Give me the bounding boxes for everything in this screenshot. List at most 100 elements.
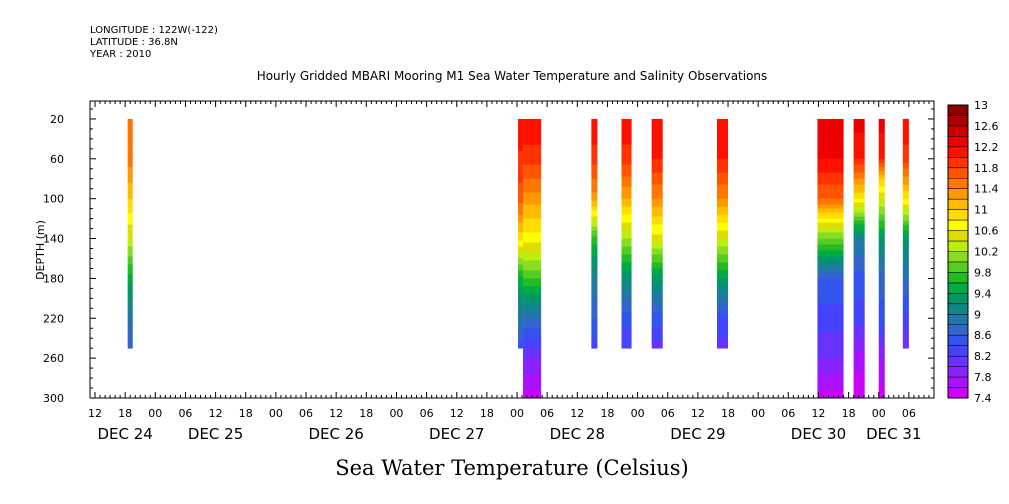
- data-cell: [716, 240, 729, 243]
- data-cell: [127, 120, 133, 124]
- colorbar-swatch: [948, 115, 968, 127]
- data-cell: [523, 222, 542, 225]
- data-cell: [518, 144, 524, 148]
- data-cell: [591, 122, 598, 126]
- data-cell: [651, 204, 663, 208]
- data-cell: [523, 296, 542, 299]
- data-cell: [651, 292, 663, 295]
- data-cell: [878, 332, 885, 335]
- data-cell: [902, 282, 909, 285]
- data-cell: [902, 338, 909, 341]
- data-cell: [716, 194, 729, 198]
- data-cell: [716, 164, 729, 168]
- data-cell: [716, 192, 729, 196]
- data-cell: [127, 162, 133, 166]
- data-cell: [716, 150, 729, 154]
- data-cell: [853, 204, 865, 208]
- data-cell: [127, 146, 133, 150]
- data-cell: [716, 190, 729, 194]
- data-cell: [878, 280, 885, 283]
- data-cell: [523, 324, 542, 327]
- data-cell: [621, 200, 632, 204]
- data-cell: [591, 300, 598, 303]
- data-cell: [518, 296, 524, 299]
- data-cell: [651, 274, 663, 277]
- data-cell: [716, 120, 729, 124]
- data-cell: [716, 126, 729, 130]
- data-cell: [591, 284, 598, 287]
- data-cell: [518, 166, 524, 170]
- data-cell: [523, 308, 542, 311]
- data-cell: [817, 284, 844, 287]
- colorbar-swatch: [948, 366, 968, 378]
- data-cell: [853, 140, 865, 144]
- data-cell: [523, 330, 542, 333]
- data-cell: [878, 364, 885, 367]
- colorbar-swatch: [948, 251, 968, 263]
- data-cell: [878, 260, 885, 263]
- data-cell: [523, 332, 542, 335]
- data-cell: [518, 340, 524, 343]
- data-cell: [621, 296, 632, 299]
- data-cell: [591, 210, 598, 214]
- data-cell: [127, 312, 133, 315]
- data-cell: [621, 126, 632, 130]
- data-cell: [716, 340, 729, 343]
- data-cell: [902, 144, 909, 148]
- data-cell: [523, 316, 542, 319]
- data-cell: [523, 390, 542, 393]
- data-cell: [127, 178, 133, 182]
- data-cell: [902, 160, 909, 164]
- data-cell: [621, 226, 632, 229]
- data-cell: [817, 246, 844, 249]
- data-cell: [651, 138, 663, 142]
- data-cell: [878, 208, 885, 212]
- data-cell: [127, 224, 133, 227]
- data-cell: [902, 328, 909, 331]
- data-cell: [716, 142, 729, 146]
- data-cell: [853, 348, 865, 351]
- data-cell: [523, 258, 542, 261]
- data-cell: [591, 288, 598, 291]
- data-cell: [523, 206, 542, 210]
- data-cell: [591, 142, 598, 146]
- data-cell: [853, 380, 865, 383]
- data-cell: [127, 184, 133, 188]
- data-cell: [518, 330, 524, 333]
- data-cell: [817, 338, 844, 341]
- data-cell: [853, 356, 865, 359]
- data-cell: [523, 158, 542, 162]
- x-tick-label: 18: [600, 407, 614, 420]
- data-cell: [518, 316, 524, 319]
- data-cell: [853, 340, 865, 343]
- data-cell: [716, 300, 729, 303]
- data-cell: [878, 188, 885, 192]
- data-cell: [127, 256, 133, 259]
- colorbar-swatch: [948, 282, 968, 294]
- data-cell: [523, 368, 542, 371]
- data-cell: [817, 340, 844, 343]
- data-cell: [902, 196, 909, 200]
- data-cell: [518, 346, 524, 349]
- data-cell: [621, 316, 632, 319]
- data-cell: [127, 172, 133, 176]
- data-cell: [651, 156, 663, 160]
- data-cell: [651, 160, 663, 164]
- data-cell: [878, 386, 885, 389]
- data-cell: [621, 118, 632, 122]
- data-cell: [523, 180, 542, 184]
- data-cell: [591, 178, 598, 182]
- data-cell: [716, 292, 729, 295]
- data-column: [621, 118, 632, 349]
- data-cell: [716, 266, 729, 269]
- data-cell: [518, 168, 524, 172]
- data-cell: [127, 324, 133, 327]
- data-cell: [853, 372, 865, 375]
- data-cell: [591, 198, 598, 202]
- data-cell: [817, 276, 844, 279]
- data-cell: [853, 236, 865, 239]
- data-cell: [591, 188, 598, 192]
- data-cell: [878, 118, 885, 122]
- data-cell: [518, 162, 524, 166]
- data-cell: [518, 324, 524, 327]
